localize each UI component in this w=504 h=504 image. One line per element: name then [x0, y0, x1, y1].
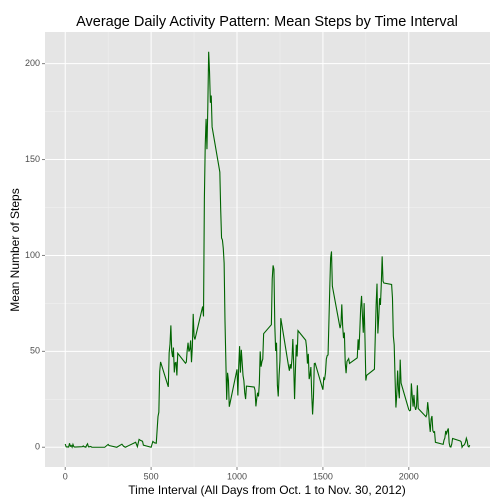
y-tick-label: 200	[25, 58, 40, 68]
y-tick-label: 100	[25, 250, 40, 260]
x-tick-label: 1000	[227, 471, 247, 481]
y-axis-label: Mean Number of Steps	[8, 188, 22, 311]
data-line	[64, 51, 471, 449]
x-tick-label: 500	[144, 471, 159, 481]
y-tick-label: 150	[25, 154, 40, 164]
plot-panel	[45, 32, 490, 467]
x-tick-label: 2000	[399, 471, 419, 481]
x-tick-label: 0	[63, 471, 68, 481]
chart-title: Average Daily Activity Pattern: Mean Ste…	[76, 14, 458, 30]
y-tick-label: 0	[35, 442, 40, 452]
y-tick-label: 50	[30, 346, 40, 356]
x-axis-label: Time Interval (All Days from Oct. 1 to N…	[128, 483, 405, 497]
x-tick-label: 1500	[313, 471, 333, 481]
